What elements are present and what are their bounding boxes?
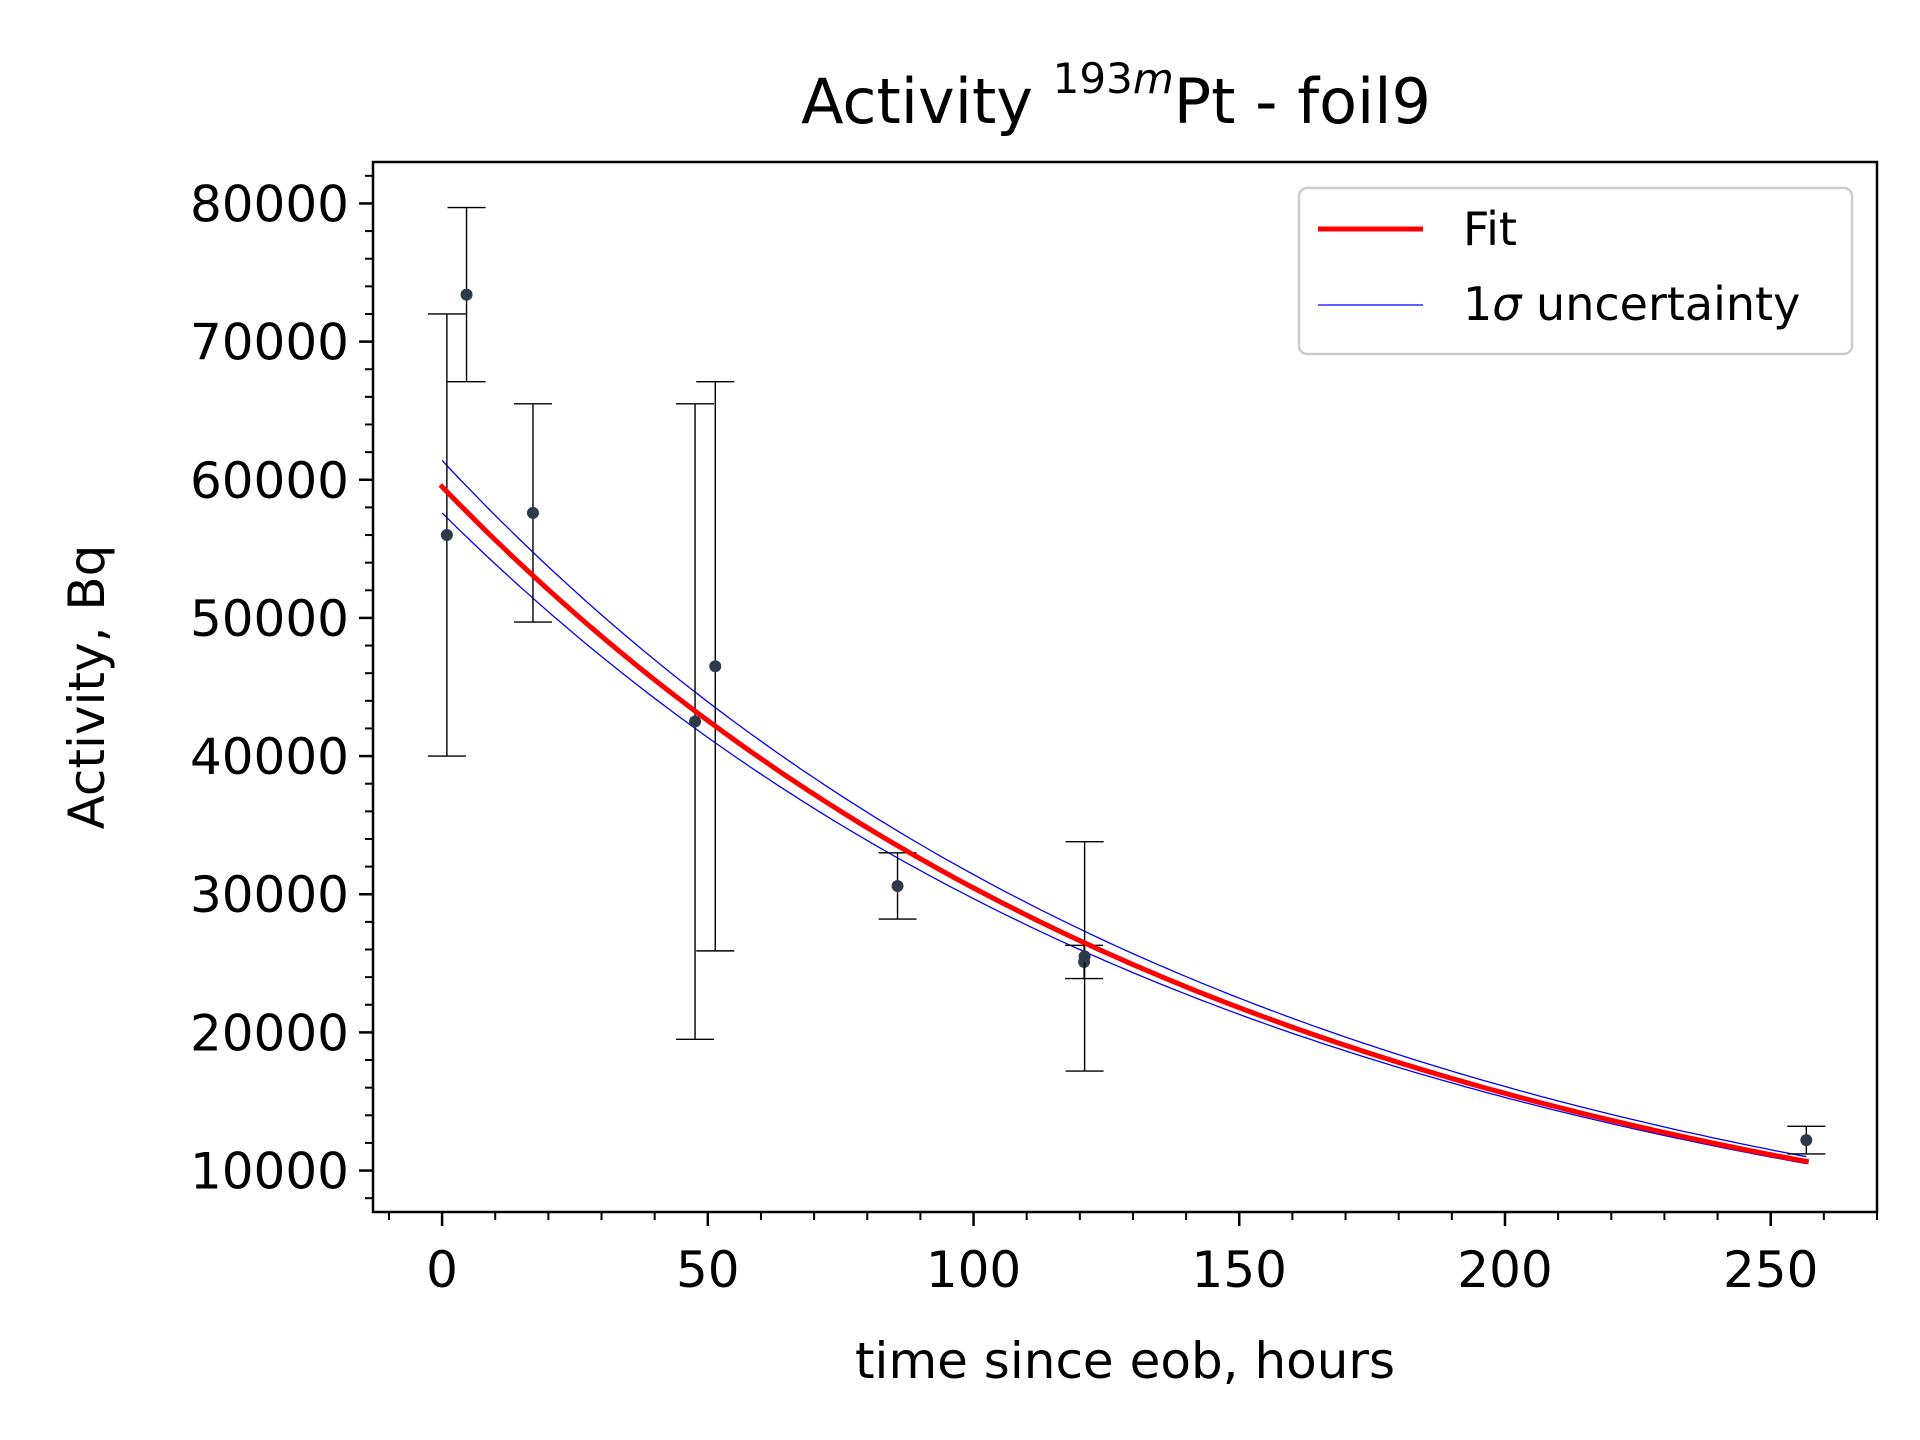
x-tick-label: 0	[426, 1241, 458, 1299]
y-tick-label: 50000	[190, 590, 349, 648]
data-point	[440, 529, 453, 542]
data-point	[1078, 950, 1091, 963]
y-tick-label: 70000	[190, 314, 349, 372]
x-tick-label: 250	[1723, 1241, 1818, 1299]
data-point	[689, 715, 702, 728]
data-point	[709, 660, 722, 673]
x-tick-label: 150	[1192, 1241, 1287, 1299]
plot-area	[427, 206, 1826, 1165]
axis-ticks: 0 50 100 150 200 250 10000 20000 30000 40000 50000…	[190, 174, 1878, 1299]
measurement	[513, 403, 552, 623]
uncertainty-upper-line	[441, 459, 1807, 1158]
measurement	[1787, 1125, 1826, 1155]
y-tick-label: 80000	[190, 175, 349, 233]
legend-band-label: 1σ uncertainty	[1463, 277, 1800, 331]
x-tick-label: 200	[1457, 1241, 1552, 1299]
uncertainty-lower-line	[441, 512, 1807, 1165]
measurement	[1065, 841, 1104, 1072]
x-tick-label: 100	[926, 1241, 1021, 1299]
y-axis-label: Activity, Bq	[58, 545, 116, 830]
measurement	[696, 380, 735, 952]
data-point	[526, 506, 539, 519]
data-point	[1800, 1134, 1813, 1147]
y-tick-label: 10000	[190, 1143, 349, 1201]
data-point	[891, 879, 904, 892]
x-tick-label: 50	[676, 1241, 740, 1299]
y-tick-label: 60000	[190, 452, 349, 510]
y-tick-label: 20000	[190, 1004, 349, 1062]
fit-curve	[438, 483, 1810, 1165]
legend-box	[1297, 186, 1854, 356]
y-tick-label: 30000	[190, 866, 349, 924]
legend-fit-label: Fit	[1463, 202, 1517, 256]
measurement	[676, 403, 715, 1041]
y-tick-label: 40000	[190, 728, 349, 786]
chart-title: Activity 193mPt - foil9	[801, 54, 1431, 138]
legend: Fit 1σ uncertainty	[1297, 186, 1854, 356]
axes-frame	[371, 160, 1879, 1214]
x-axis-label: time since eob, hours	[855, 1332, 1395, 1390]
measurement	[427, 313, 466, 757]
data-point	[460, 288, 473, 301]
measurement	[447, 206, 486, 383]
